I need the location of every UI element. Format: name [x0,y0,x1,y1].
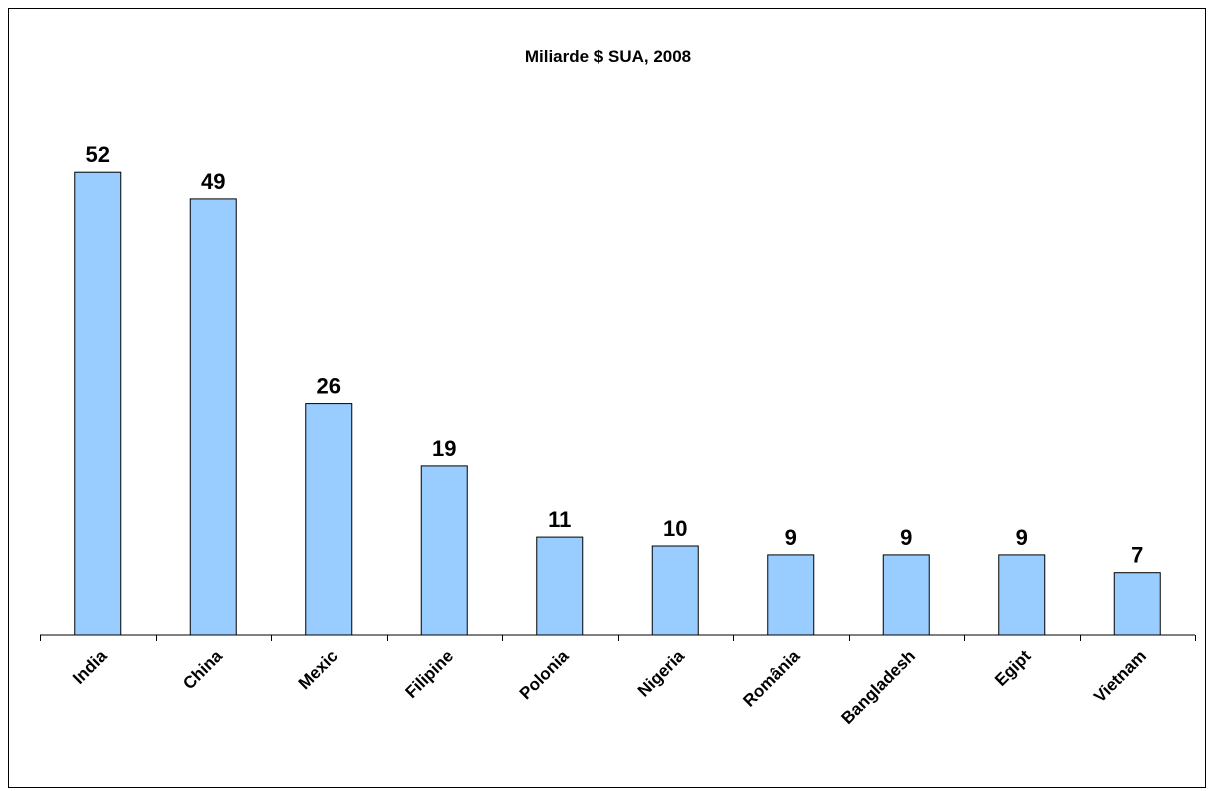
x-tick-label: Vietnam [1090,646,1150,706]
value-label: 10 [663,516,687,541]
x-tick-label: Bangladesh [838,646,920,728]
x-tick-label: Mexic [295,646,342,693]
value-label: 9 [900,525,912,550]
bar-india [74,171,122,636]
x-tick-label: Egipt [991,646,1035,690]
chart-title: Miliarde $ SUA, 2008 [525,47,691,66]
bar-china [189,198,237,636]
value-label: 9 [1016,525,1028,550]
x-tick-label: Filipine [402,646,458,702]
value-label: 26 [317,374,341,399]
x-tick-label: România [739,646,804,711]
value-label: 7 [1131,543,1143,568]
value-label: 49 [201,169,225,194]
value-label: 19 [432,436,456,461]
x-tick-labels: India China Mexic Filipine Polonia Nigeria Rom… [69,646,1150,728]
bars-layer [74,171,1161,636]
x-tick-label: Nigeria [634,646,689,701]
bar-polonia [536,536,584,636]
bar-românia [767,554,815,636]
x-tick-label: Polonia [516,646,573,703]
bar-egipt [998,554,1046,636]
bar-bangladesh [882,554,930,636]
value-label: 52 [86,142,110,167]
x-axis [40,634,1196,641]
bar-mexic [305,403,353,636]
bar-nigeria [651,545,699,636]
x-tick-label: China [179,646,226,693]
value-label: 9 [785,525,797,550]
value-labels: 52 49 26 19 11 10 9 9 9 7 [86,142,1144,568]
value-label: 11 [548,507,571,532]
bar-vietnam [1113,572,1161,636]
bar-filipine [420,465,468,636]
x-tick-label: India [69,646,111,688]
